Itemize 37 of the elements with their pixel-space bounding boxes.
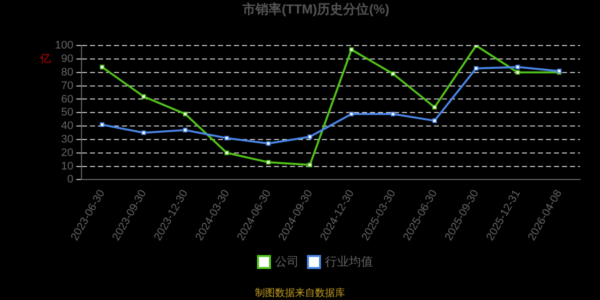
point [224,136,230,140]
point [100,122,104,127]
point [100,64,104,70]
point [432,118,437,123]
point [182,112,188,116]
y-tick-label: 70 [61,80,74,92]
text: 制图数据来自数据库 [254,286,346,300]
point [515,70,520,75]
point [308,134,312,140]
point [349,47,354,52]
point [266,141,271,146]
legend-label: 行业均值 [325,254,373,268]
point [266,160,271,165]
point [182,128,188,132]
point [474,66,478,71]
point [141,130,146,136]
point [390,71,396,76]
point [224,150,230,156]
legend-label: 公司 [275,254,299,268]
y-axis-title: 亿 [40,51,51,66]
point [390,112,396,116]
y-tick-label: 60 [61,93,74,106]
chart-title: 市销率(TTM)历史分位(%) [242,1,390,16]
y-tick-label: 90 [61,53,74,66]
point [141,94,146,99]
point [308,162,312,168]
point [515,64,520,70]
point [349,112,354,116]
y-tick-label: 100 [54,40,74,52]
point [432,105,437,110]
y-tick-label: 30 [61,133,74,146]
y-tick-label: 10 [61,160,74,172]
y-tick-label: 0 [67,174,74,186]
y-tick-label: 40 [61,120,74,132]
y-tick-label: 50 [61,106,74,119]
y-tick-label: 20 [61,146,74,159]
y-tick-label: 80 [61,66,74,78]
